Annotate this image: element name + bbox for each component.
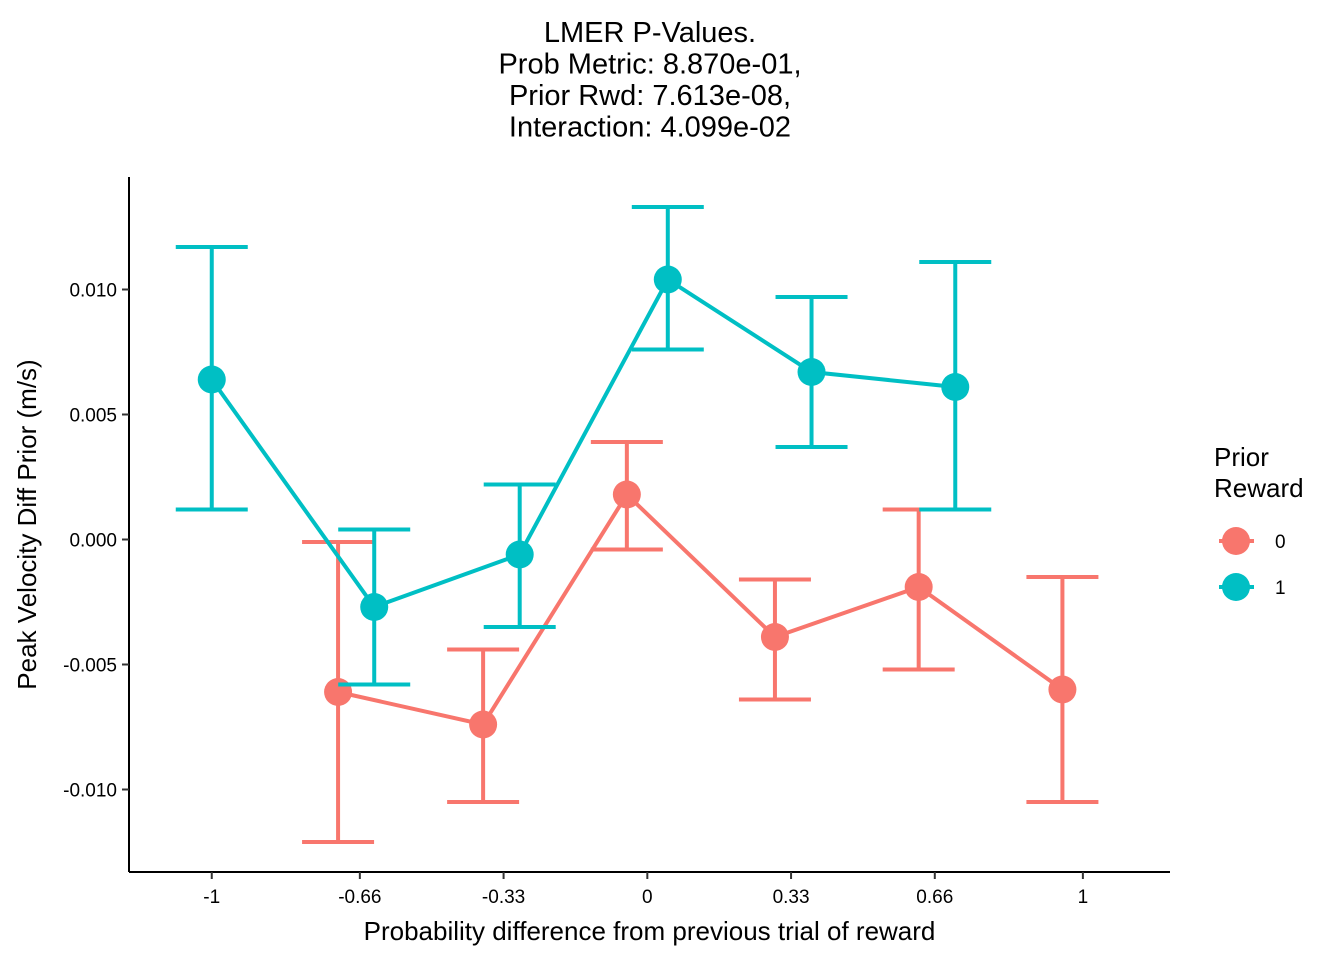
y-axis-label: Peak Velocity Diff Prior (m/s) (12, 359, 42, 689)
title-line: Prob Metric: 8.870e-01, (498, 49, 801, 81)
y-tick-label: 0.005 (69, 406, 117, 427)
data-point (653, 265, 682, 294)
legend-label: 1 (1275, 578, 1286, 599)
legend-label: 0 (1275, 532, 1286, 553)
title-line: LMER P-Values. (544, 17, 756, 49)
legend-item: 0 (1219, 527, 1286, 555)
data-point (324, 678, 353, 706)
data-point (360, 593, 389, 621)
x-tick-label: -0.33 (482, 887, 525, 908)
data-point (469, 710, 498, 739)
chart-title: LMER P-Values.Prob Metric: 8.870e-01,Pri… (498, 17, 801, 144)
data-point (1048, 675, 1077, 704)
y-tick-label: 0.010 (69, 281, 117, 302)
x-tick-label: 0.33 (773, 887, 810, 908)
data-point (505, 540, 534, 569)
x-tick-label: 0 (642, 887, 653, 908)
data-series (175, 205, 1099, 844)
series-line (337, 491, 1064, 727)
title-line: Prior Rwd: 7.613e-08, (509, 80, 791, 112)
data-point (904, 573, 933, 601)
title-line: Interaction: 4.099e-02 (509, 112, 791, 144)
series-1 (175, 205, 992, 687)
series-line (210, 276, 956, 610)
y-tick-label: -0.005 (63, 656, 117, 677)
axes: -0.010 -0.005 0.000 0.005 0.010 -1 -0.66 -0.33 0… (63, 177, 1170, 908)
data-point (941, 373, 970, 401)
legend-key-marker (1222, 527, 1250, 555)
data-point (612, 480, 641, 509)
y-tick-label: 0.000 (69, 531, 117, 552)
data-point (760, 623, 789, 651)
legend-key-marker (1222, 573, 1250, 601)
x-tick-label: -0.66 (338, 887, 381, 908)
data-point (797, 358, 826, 386)
legend-title: Prior (1214, 442, 1269, 472)
x-axis-label: Probability difference from previous tri… (364, 916, 936, 946)
x-tick-label: 0.66 (916, 887, 953, 908)
data-point (197, 365, 226, 394)
x-tick-label: -1 (203, 887, 220, 908)
series-0 (302, 440, 1099, 844)
y-tick-label: -0.010 (63, 781, 117, 802)
x-tick-label: 1 (1078, 887, 1089, 908)
legend-item: 1 (1219, 573, 1286, 601)
legend-title: Reward (1214, 473, 1304, 503)
